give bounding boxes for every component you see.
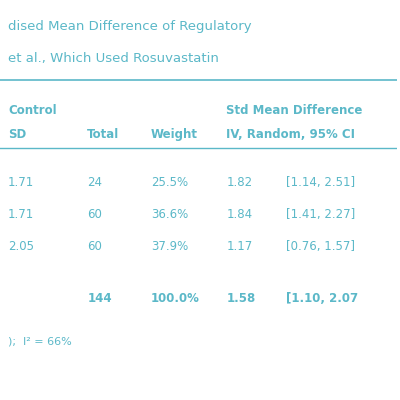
- Text: 100.0%: 100.0%: [151, 292, 200, 305]
- Text: 1.17: 1.17: [226, 240, 252, 253]
- Text: Std Mean Difference: Std Mean Difference: [226, 104, 363, 117]
- Text: );  I² = 66%: ); I² = 66%: [8, 336, 72, 346]
- Text: Total: Total: [87, 128, 120, 141]
- Text: [1.14, 2.51]: [1.14, 2.51]: [286, 176, 355, 189]
- Text: 1.58: 1.58: [226, 292, 256, 305]
- Text: Weight: Weight: [151, 128, 198, 141]
- Text: [1.10, 2.07: [1.10, 2.07: [286, 292, 358, 305]
- Text: 60: 60: [87, 240, 102, 253]
- Text: 25.5%: 25.5%: [151, 176, 188, 189]
- Text: Control: Control: [8, 104, 56, 117]
- Text: IV, Random, 95% CI: IV, Random, 95% CI: [226, 128, 355, 141]
- Text: 60: 60: [87, 208, 102, 221]
- Text: 36.6%: 36.6%: [151, 208, 188, 221]
- Text: 1.82: 1.82: [226, 176, 252, 189]
- Text: 37.9%: 37.9%: [151, 240, 188, 253]
- Text: [1.41, 2.27]: [1.41, 2.27]: [286, 208, 355, 221]
- Text: 1.71: 1.71: [8, 208, 34, 221]
- Text: [0.76, 1.57]: [0.76, 1.57]: [286, 240, 355, 253]
- Text: dised Mean Difference of Regulatory: dised Mean Difference of Regulatory: [8, 20, 252, 33]
- Text: et al., Which Used Rosuvastatin: et al., Which Used Rosuvastatin: [8, 52, 219, 65]
- Text: SD: SD: [8, 128, 26, 141]
- Text: 1.71: 1.71: [8, 176, 34, 189]
- Text: 24: 24: [87, 176, 102, 189]
- Text: 2.05: 2.05: [8, 240, 34, 253]
- Text: 1.84: 1.84: [226, 208, 252, 221]
- Text: 144: 144: [87, 292, 112, 305]
